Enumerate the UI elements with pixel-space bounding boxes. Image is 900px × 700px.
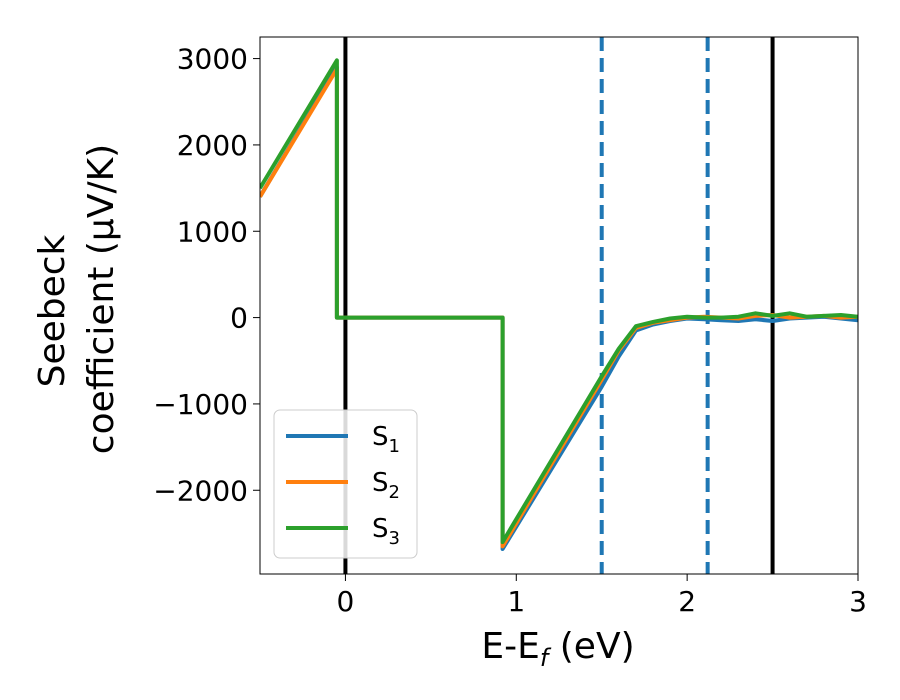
x-axis-label-suffix: (eV) [548, 626, 634, 667]
y-tick-label: 1000 [177, 215, 248, 248]
legend-label-s3: S3 [372, 514, 400, 549]
y-axis-label-line1: Seebeck [32, 234, 73, 387]
y-tick-label: −2000 [153, 474, 248, 507]
y-axis-label-line2: coefficient (μV/K) [81, 144, 122, 454]
x-axis-label-main: E-E [481, 626, 539, 667]
y-axis: −2000 −1000 0 1000 2000 3000 [153, 43, 260, 507]
plot-frame [259, 36, 859, 575]
y-tick-label: −1000 [153, 388, 248, 421]
x-tick-label: 2 [678, 585, 696, 618]
x-axis-label: E-Ef (eV) [481, 626, 634, 672]
x-tick-label: 3 [849, 585, 867, 618]
y-tick-label: 0 [230, 302, 248, 335]
legend-label-s2: S2 [372, 468, 400, 503]
x-tick-label: 1 [507, 585, 525, 618]
y-tick-label: 2000 [177, 129, 248, 162]
legend-label-s1: S1 [372, 422, 400, 457]
plot-area [260, 37, 858, 574]
y-tick-label: 3000 [177, 43, 248, 76]
legend: S1 S2 S3 [273, 409, 418, 559]
x-tick-label: 0 [337, 585, 355, 618]
series-line-s3 [260, 58, 858, 545]
plot-contents [260, 37, 858, 574]
x-axis: 0 1 2 3 [337, 574, 867, 618]
